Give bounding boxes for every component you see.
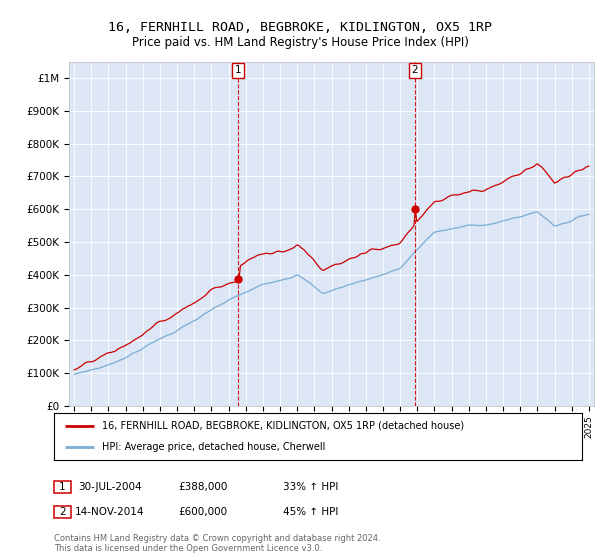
Text: Contains HM Land Registry data © Crown copyright and database right 2024.
This d: Contains HM Land Registry data © Crown c…	[54, 534, 380, 553]
Text: 1: 1	[235, 65, 242, 75]
Text: Price paid vs. HM Land Registry's House Price Index (HPI): Price paid vs. HM Land Registry's House …	[131, 36, 469, 49]
Text: 2: 2	[412, 65, 418, 75]
Text: 16, FERNHILL ROAD, BEGBROKE, KIDLINGTON, OX5 1RP: 16, FERNHILL ROAD, BEGBROKE, KIDLINGTON,…	[108, 21, 492, 34]
Text: £600,000: £600,000	[178, 507, 227, 517]
Text: 33% ↑ HPI: 33% ↑ HPI	[283, 482, 338, 492]
Text: HPI: Average price, detached house, Cherwell: HPI: Average price, detached house, Cher…	[101, 442, 325, 452]
Text: 30-JUL-2004: 30-JUL-2004	[78, 482, 142, 492]
Text: 16, FERNHILL ROAD, BEGBROKE, KIDLINGTON, OX5 1RP (detached house): 16, FERNHILL ROAD, BEGBROKE, KIDLINGTON,…	[101, 421, 464, 431]
Text: £388,000: £388,000	[178, 482, 227, 492]
Text: 45% ↑ HPI: 45% ↑ HPI	[283, 507, 338, 517]
Text: 2: 2	[59, 507, 66, 517]
Text: 14-NOV-2014: 14-NOV-2014	[75, 507, 145, 517]
Text: 1: 1	[59, 482, 66, 492]
